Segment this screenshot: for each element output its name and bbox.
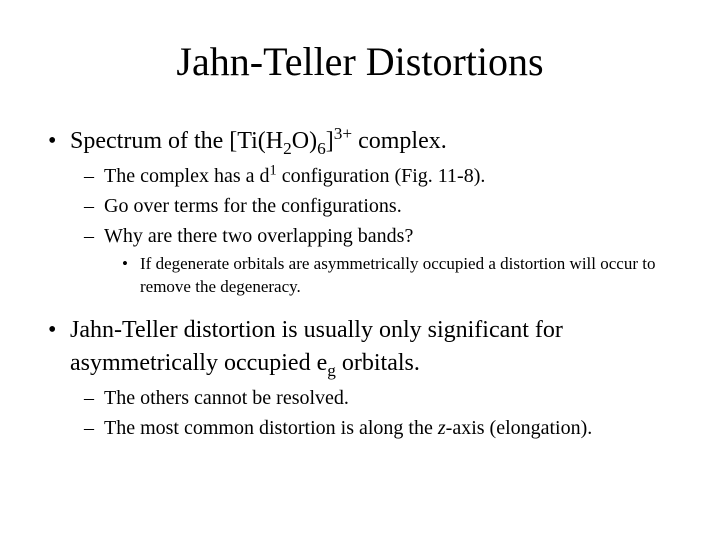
slide-title: Jahn-Teller Distortions xyxy=(48,38,672,85)
subscript: 2 xyxy=(283,139,292,158)
text-fragment: Go over terms for the configurations. xyxy=(104,195,402,217)
bullet-jt-significant: Jahn-Teller distortion is usually only s… xyxy=(48,314,672,379)
bullet-go-over-terms: Go over terms for the configurations. xyxy=(48,193,672,220)
text-fragment: The complex has a d xyxy=(104,165,270,187)
text-fragment: Jahn-Teller distortion is usually only s… xyxy=(70,317,563,375)
superscript: 3+ xyxy=(334,124,352,143)
bullet-distortion-explain: If degenerate orbitals are asymmetricall… xyxy=(48,253,672,299)
text-fragment: The others cannot be resolved. xyxy=(104,387,349,409)
superscript: 1 xyxy=(270,163,277,179)
text-fragment: Spectrum of the [Ti(H xyxy=(70,128,283,154)
text-fragment: -axis (elongation). xyxy=(446,417,593,439)
slide: Jahn-Teller Distortions Spectrum of the … xyxy=(0,0,720,465)
subscript: g xyxy=(327,360,336,379)
text-fragment: orbitals. xyxy=(336,350,420,376)
spacer xyxy=(48,302,672,308)
text-fragment: If degenerate orbitals are asymmetricall… xyxy=(140,254,655,296)
text-fragment: The most common distortion is along the xyxy=(104,417,438,439)
subscript: 6 xyxy=(317,139,326,158)
bullet-others-unresolved: The others cannot be resolved. xyxy=(48,385,672,412)
text-fragment: ] xyxy=(326,128,334,154)
bullet-why-two-bands: Why are there two overlapping bands? xyxy=(48,223,672,250)
text-fragment: complex. xyxy=(352,128,447,154)
text-fragment: Why are there two overlapping bands? xyxy=(104,225,413,247)
text-fragment: O) xyxy=(292,128,317,154)
bullet-spectrum: Spectrum of the [Ti(H2O)6]3+ complex. xyxy=(48,125,672,157)
italic-z: z xyxy=(438,417,446,439)
bullet-d1-config: The complex has a d1 configuration (Fig.… xyxy=(48,163,672,190)
text-fragment: configuration (Fig. 11-8). xyxy=(277,165,486,187)
bullet-z-axis: The most common distortion is along the … xyxy=(48,415,672,442)
